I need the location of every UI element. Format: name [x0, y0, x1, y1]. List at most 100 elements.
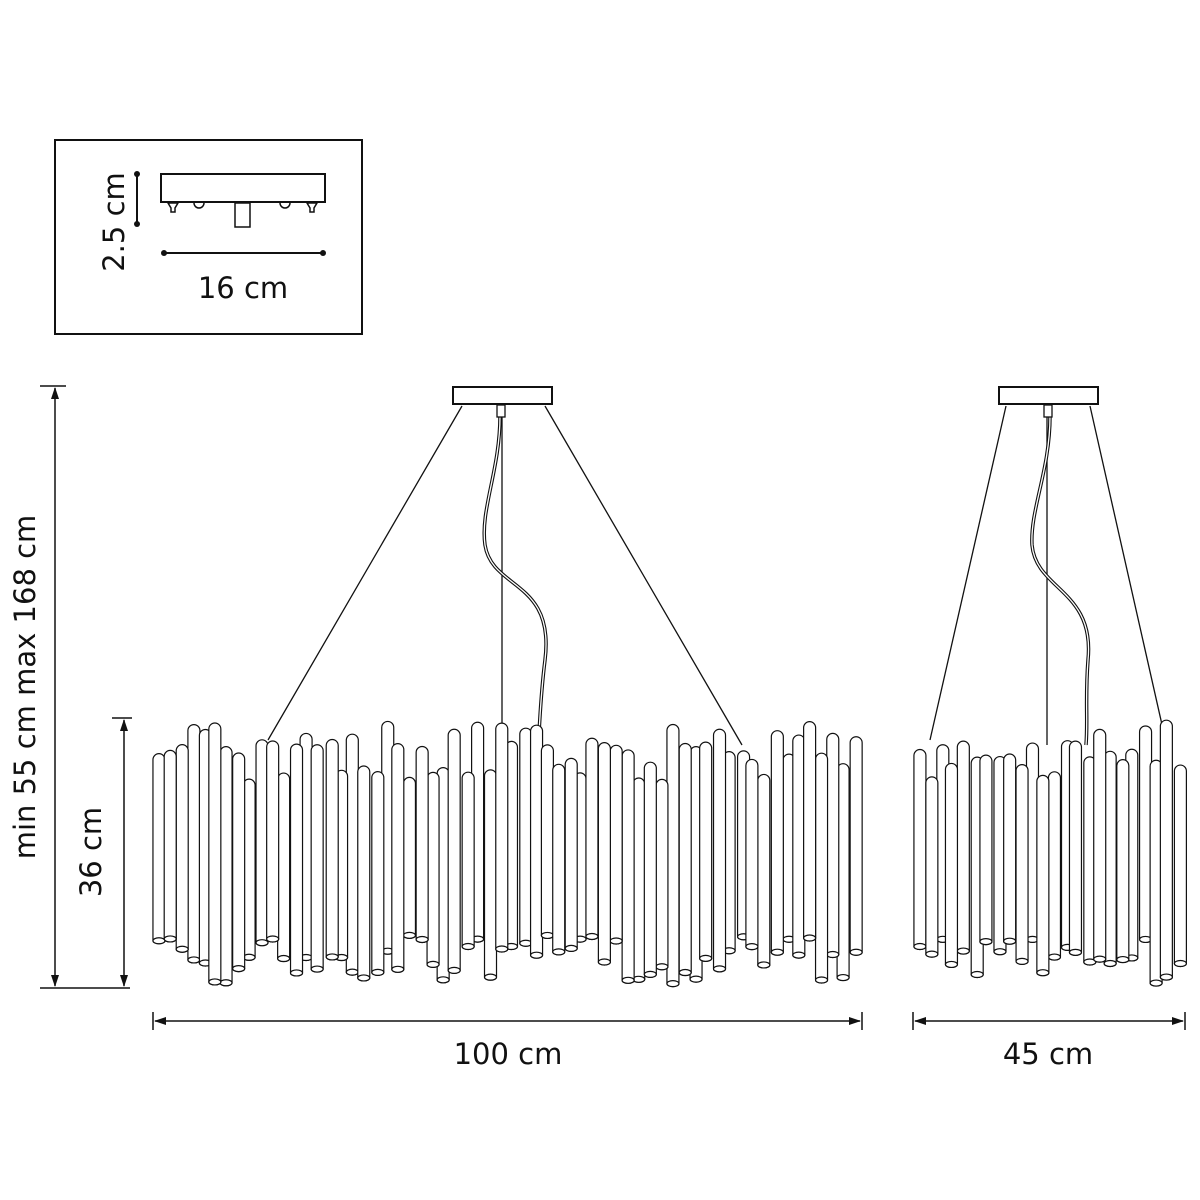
tube-end — [310, 965, 324, 973]
glass-tube — [175, 744, 189, 953]
glass-tube — [447, 728, 461, 974]
front-tube-cluster — [152, 720, 863, 988]
tube-end — [371, 968, 385, 976]
glass-tube — [956, 740, 970, 955]
glass-tube — [461, 771, 475, 951]
tube-end — [792, 951, 806, 959]
tube-end — [666, 980, 680, 988]
tube-end — [232, 964, 246, 973]
tube-end — [219, 979, 233, 987]
side-wire-right — [1089, 405, 1166, 739]
tube-end — [643, 970, 657, 978]
tube-end — [689, 975, 703, 983]
tube-end — [1093, 955, 1107, 963]
glass-tube — [757, 773, 771, 969]
tube-end — [391, 965, 405, 973]
glass-tube — [232, 752, 246, 973]
tube-end — [1036, 969, 1050, 977]
tube-end — [152, 937, 166, 945]
glass-tube — [1068, 740, 1083, 956]
glass-tube — [913, 748, 927, 951]
tube-end — [585, 932, 599, 941]
glass-tube — [814, 752, 829, 984]
glass-tube — [495, 722, 509, 953]
glass-tube — [585, 737, 599, 941]
tube-end — [1015, 957, 1029, 965]
tube-end — [426, 960, 440, 968]
tube-end — [289, 969, 304, 977]
canopy-detail-inset: 2.5 cm 16 cm — [54, 139, 363, 335]
tube-end — [814, 976, 829, 984]
cable-clamp — [234, 202, 251, 228]
tube-end — [1103, 959, 1117, 968]
suspension-wire-left — [267, 405, 463, 741]
tube-end — [609, 937, 623, 945]
tube-end — [540, 931, 555, 940]
glass-tube — [666, 723, 680, 988]
tube-end — [277, 954, 291, 963]
tube-end — [187, 956, 201, 964]
inset-height-label: 2.5 cm — [97, 172, 131, 272]
tube-end — [208, 978, 222, 986]
inset-frame — [54, 139, 363, 335]
glass-tube — [325, 738, 339, 961]
tube-end — [757, 961, 771, 969]
tube-end — [495, 945, 509, 953]
glass-tube — [1093, 728, 1107, 963]
tube-end — [357, 974, 371, 982]
glass-tube — [655, 778, 669, 971]
glass-tube — [163, 749, 177, 943]
tube-end — [803, 934, 817, 942]
tube-end — [712, 965, 727, 973]
tube-end — [956, 947, 970, 955]
tube-end — [1116, 955, 1130, 964]
tube-end — [402, 931, 417, 939]
tube-end — [836, 973, 850, 982]
glass-tube — [792, 734, 806, 959]
glass-tube — [277, 772, 291, 963]
tube-end — [1047, 953, 1062, 961]
glass-tube — [391, 743, 405, 973]
glass-tube — [371, 771, 385, 976]
suspension-wire-right — [544, 405, 743, 746]
body-height-label: 36 cm — [74, 807, 108, 897]
total-height-label: min 55 cm max 168 cm — [8, 515, 42, 860]
glass-tube — [415, 745, 429, 944]
glass-tube — [621, 749, 635, 984]
canopy-screws — [166, 202, 319, 213]
glass-tube — [643, 761, 657, 978]
tube-end — [993, 948, 1007, 956]
glass-tube — [1173, 764, 1187, 968]
glass-tube — [310, 744, 324, 973]
tube-end — [1068, 948, 1083, 956]
side-cable-outer — [1030, 415, 1091, 746]
tube-end — [325, 953, 339, 961]
tube-end — [597, 958, 611, 966]
tube-end — [655, 963, 669, 971]
side-canopy — [998, 386, 1099, 405]
glass-tube — [1159, 719, 1173, 981]
tube-end — [925, 950, 939, 958]
tube-end — [163, 935, 177, 943]
glass-tube — [849, 736, 863, 956]
glass-tube — [826, 732, 840, 959]
tube-end — [483, 973, 498, 981]
tube-end — [745, 943, 759, 951]
glass-tube — [1116, 759, 1130, 964]
side-tube-cluster — [913, 719, 1187, 987]
tube-end — [552, 948, 566, 956]
canopy-plate — [160, 173, 326, 203]
tube-end — [826, 950, 840, 959]
glass-tube — [1036, 774, 1050, 977]
tube-end — [770, 948, 784, 956]
tube-end — [436, 976, 450, 984]
tube-end — [255, 939, 269, 947]
power-cable-outer — [482, 415, 548, 746]
glass-tube — [187, 724, 201, 964]
front-view-suspension — [267, 386, 743, 746]
glass-tube — [944, 762, 959, 969]
glass-tube — [925, 776, 939, 958]
side-width-label: 45 cm — [1003, 1037, 1093, 1071]
